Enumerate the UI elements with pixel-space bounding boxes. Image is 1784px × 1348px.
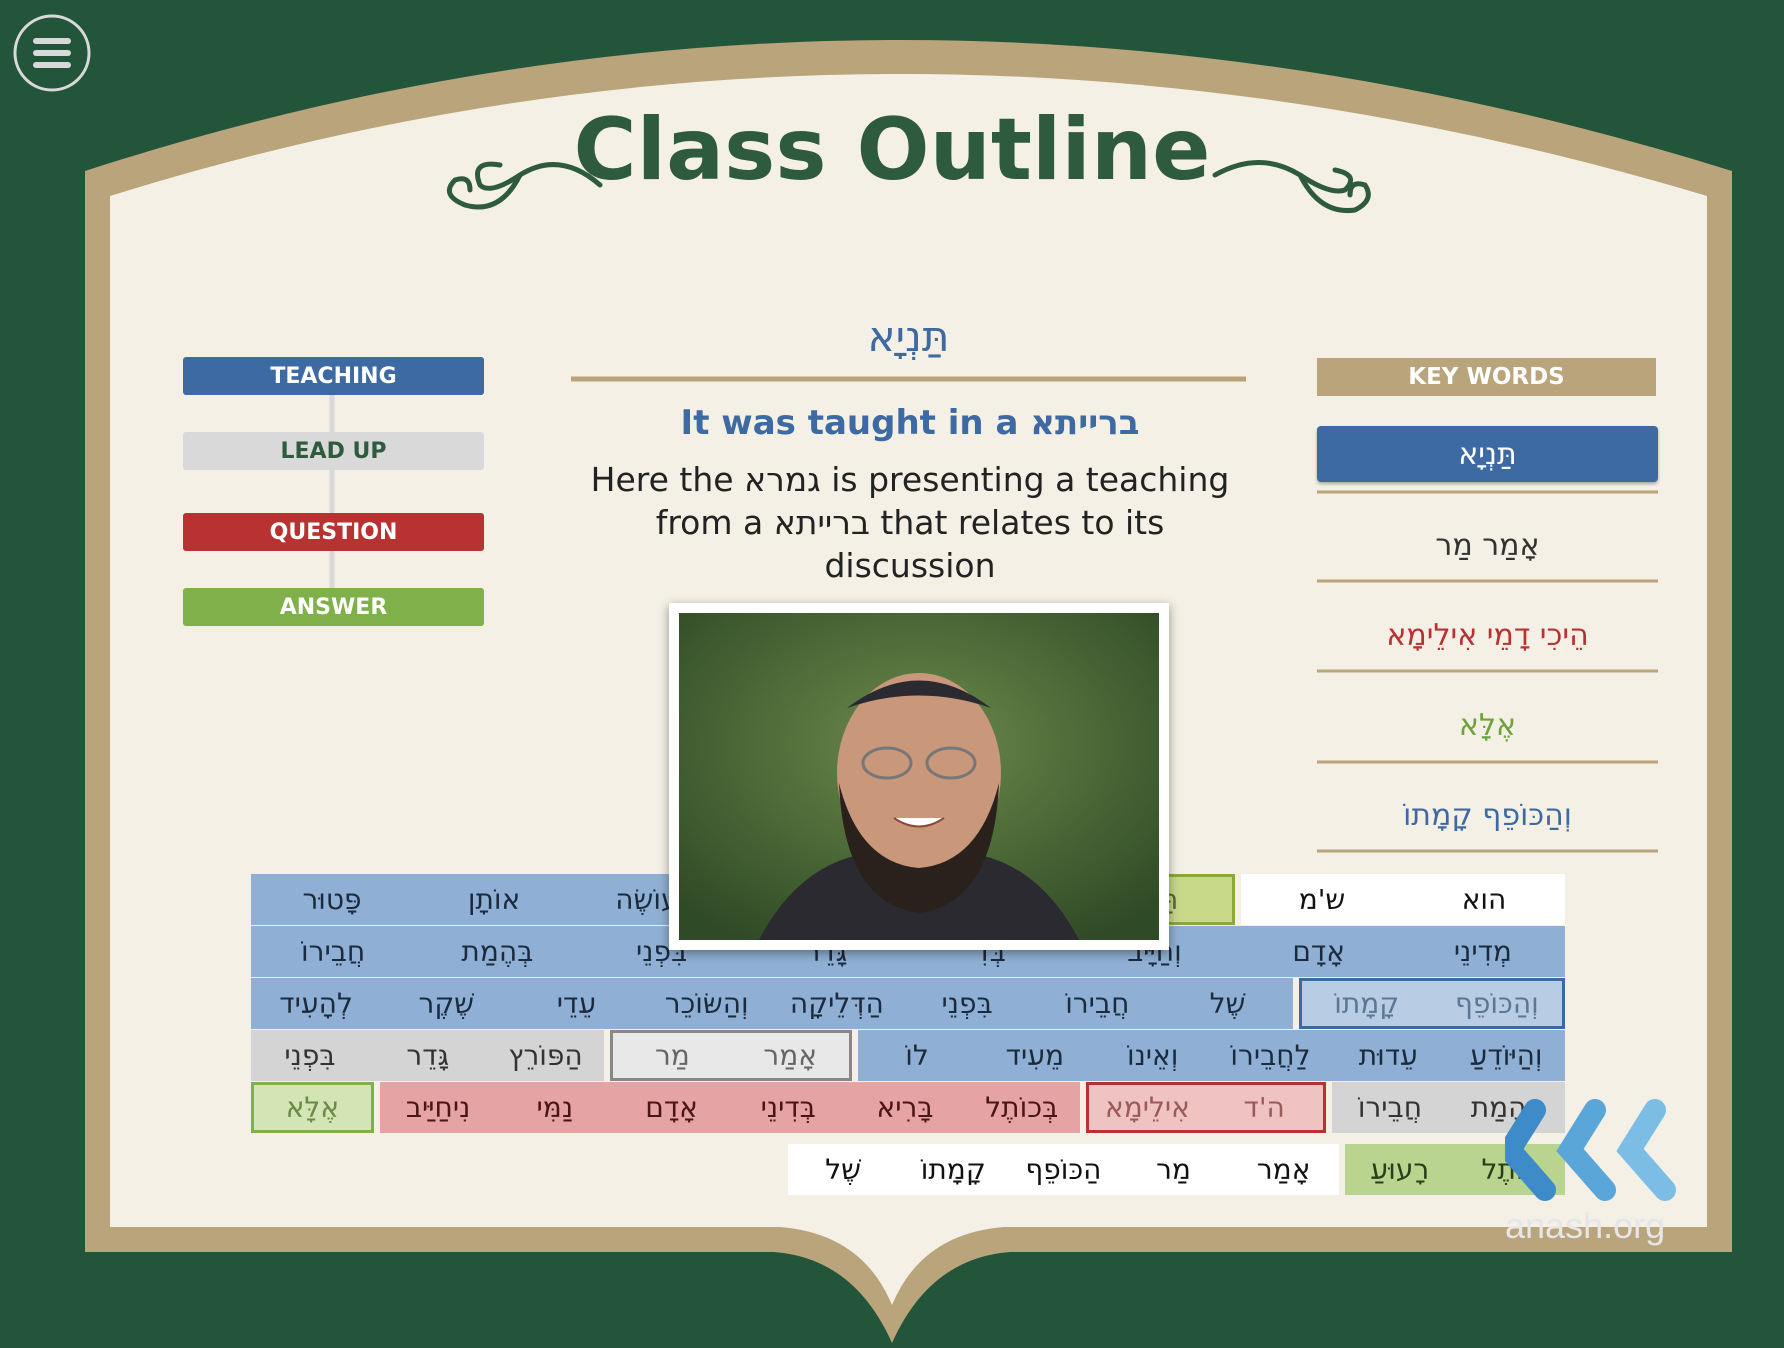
page-title: Class Outline (573, 100, 1211, 200)
step-button[interactable]: ANSWER (183, 588, 484, 626)
hebrew-word[interactable]: נִיחַיַּיב (405, 1091, 471, 1124)
hebrew-word[interactable]: שֶׁקֶר (418, 987, 475, 1020)
key-word[interactable]: הֵיכִי דָמֵי אִילֵימָא (1386, 617, 1589, 653)
text-segment: בְּכוֹתֶל בָּרִיא בְּדִינֵי אָדָם נַמִּי נִיח… (379, 1082, 1081, 1133)
teacher-photo (669, 603, 1169, 950)
key-word[interactable]: אָמַר מַר (1435, 527, 1540, 563)
hebrew-word[interactable]: שֶׁל (1209, 987, 1246, 1020)
hebrew-word[interactable]: הַכּוֹפֵף (1025, 1153, 1102, 1186)
hebrew-word[interactable]: הַפּוֹרֵץ (508, 1039, 583, 1072)
hebrew-word[interactable]: ש'מ (1298, 883, 1346, 916)
hebrew-word[interactable]: פָּטוּר (302, 883, 362, 916)
hebrew-word[interactable]: חֲבֵירוֹ (1357, 1091, 1422, 1124)
key-words-title: KEY WORDS (1408, 364, 1565, 390)
text-row: כּוֹתֶל רָעוּעַ אָמַר מַר הַכּוֹפֵף קָמָתוֹ שֶ… (785, 1144, 1568, 1195)
hebrew-word[interactable]: וְהַיּוֹדֵעַ (1469, 1039, 1543, 1072)
hebrew-word[interactable]: אָמַר (763, 1039, 817, 1072)
hebrew-word[interactable]: רָעוּעַ (1370, 1153, 1430, 1186)
hebrew-word[interactable]: אָמַר (1256, 1153, 1311, 1186)
logo-text: anash.org (1505, 1205, 1666, 1246)
text-segment: שֶׁל חֲבֵירוֹ בִּפְנֵי הַדְּלֵיקָה וְהַשּׂוֹ… (251, 978, 1293, 1029)
hebrew-word[interactable]: בְּכוֹתֶל (985, 1091, 1059, 1124)
text-row: בְּהֶמַת חֲבֵירוֹ ה'ד אִילֵימָא בְּכוֹתֶל בָּ… (248, 1082, 1568, 1133)
key-words-band (1317, 358, 1656, 396)
hebrew-word[interactable]: הַדְּלֵיקָה (789, 987, 884, 1020)
photo-image (679, 613, 1159, 940)
hebrew-word[interactable]: נַמִּי (536, 1091, 574, 1124)
lesson-heading: תַּנְיָא (867, 312, 950, 361)
hebrew-word[interactable]: אֶלָּא (285, 1091, 340, 1124)
hebrew-word[interactable]: מֵעִיד (1005, 1039, 1065, 1072)
hebrew-word[interactable]: מְדִינֵי (1453, 935, 1512, 968)
hebrew-word[interactable]: חֲבֵירוֹ (301, 935, 366, 968)
logo-mark (1505, 1099, 1676, 1201)
step-button[interactable]: TEACHING (183, 357, 484, 395)
hebrew-word[interactable]: בִּפְנֵי (941, 987, 993, 1020)
text-segment: ה'ד אִילֵימָא (1086, 1082, 1326, 1133)
hebrew-word[interactable]: בְּדִינֵי (760, 1091, 816, 1124)
key-word-separators (1317, 490, 1658, 853)
lesson-description: Here the גמרא is presenting a teaching f… (590, 460, 1230, 585)
text-segment: אָמַר מַר (610, 1030, 853, 1081)
hebrew-word[interactable]: מַר (1156, 1153, 1191, 1186)
key-word[interactable]: אֶלָּא (1458, 707, 1517, 743)
hebrew-word[interactable]: לוֹ (905, 1039, 929, 1072)
hebrew-word[interactable]: וְאֵינוֹ (1126, 1039, 1179, 1072)
hebrew-word[interactable]: עֵדֵי (556, 987, 597, 1020)
text-segment: אֶלָּא (251, 1082, 374, 1133)
hebrew-word[interactable]: אוֹתָן (467, 883, 521, 916)
hebrew-word[interactable]: וְהַשּׂוֹכֵר (664, 987, 749, 1020)
menu-icon (33, 38, 71, 68)
text-segment: הוא ש'מ (1241, 874, 1565, 925)
hebrew-word[interactable]: הוא (1461, 883, 1507, 916)
hebrew-word[interactable]: אִילֵימָא (1105, 1091, 1190, 1124)
text-segment: וְהַכּוֹפֵף קָמָתוֹ (1298, 978, 1565, 1029)
hebrew-word[interactable]: בָּרִיא (876, 1091, 934, 1124)
step-button[interactable]: QUESTION (183, 513, 484, 551)
key-word[interactable]: וְהַכּוֹפֵף קָמָתוֹ (1403, 797, 1572, 833)
text-segment: אָמַר מַר הַכּוֹפֵף קָמָתוֹ שֶׁל (788, 1144, 1339, 1195)
text-segment: וְהַיּוֹדֵעַ עֵדוּת לַחֲבֵירוֹ וְאֵינוֹ מֵעִ… (858, 1030, 1565, 1081)
hebrew-word[interactable]: וְהַכּוֹפֵף (1455, 987, 1539, 1020)
hebrew-word[interactable]: מַר (654, 1039, 690, 1072)
hebrew-word[interactable]: שֶׁל (825, 1153, 861, 1186)
step-button[interactable]: LEAD UP (183, 432, 484, 470)
hebrew-word[interactable]: ה'ד (1243, 1091, 1285, 1124)
hebrew-word[interactable]: עֵדוּת (1358, 1039, 1418, 1072)
hebrew-word[interactable]: בִּפְנֵי (284, 1039, 336, 1072)
hebrew-word[interactable]: חֲבֵירוֹ (1065, 987, 1130, 1020)
text-row: וְהַכּוֹפֵף קָמָתוֹ שֶׁל חֲבֵירוֹ בִּפְנֵי הַ… (248, 978, 1568, 1029)
hebrew-word[interactable]: אָדָם (1292, 935, 1345, 968)
flourish-right (1212, 160, 1371, 214)
flourish-left (446, 161, 603, 210)
hebrew-word[interactable]: קָמָתוֹ (1334, 987, 1400, 1020)
text-segment: הַפּוֹרֵץ גָּדֵר בִּפְנֵי (251, 1030, 605, 1081)
hebrew-word[interactable]: קָמָתוֹ (920, 1153, 986, 1186)
hebrew-word[interactable]: בְּהֶמַת (461, 935, 534, 968)
hebrew-word[interactable]: אָדָם (645, 1091, 698, 1124)
lesson-subtitle: It was taught in a ברייתא (680, 403, 1140, 443)
hebrew-word[interactable]: לַחֲבֵירוֹ (1230, 1039, 1311, 1072)
text-row: וְהַיּוֹדֵעַ עֵדוּת לַחֲבֵירוֹ וְאֵינוֹ מֵעִ… (248, 1030, 1568, 1081)
hebrew-word[interactable]: גָּדֵר (406, 1039, 450, 1072)
hebrew-word[interactable]: לְהָעִיד (279, 987, 353, 1020)
key-word[interactable]: תַּנְיָא (1317, 426, 1658, 482)
